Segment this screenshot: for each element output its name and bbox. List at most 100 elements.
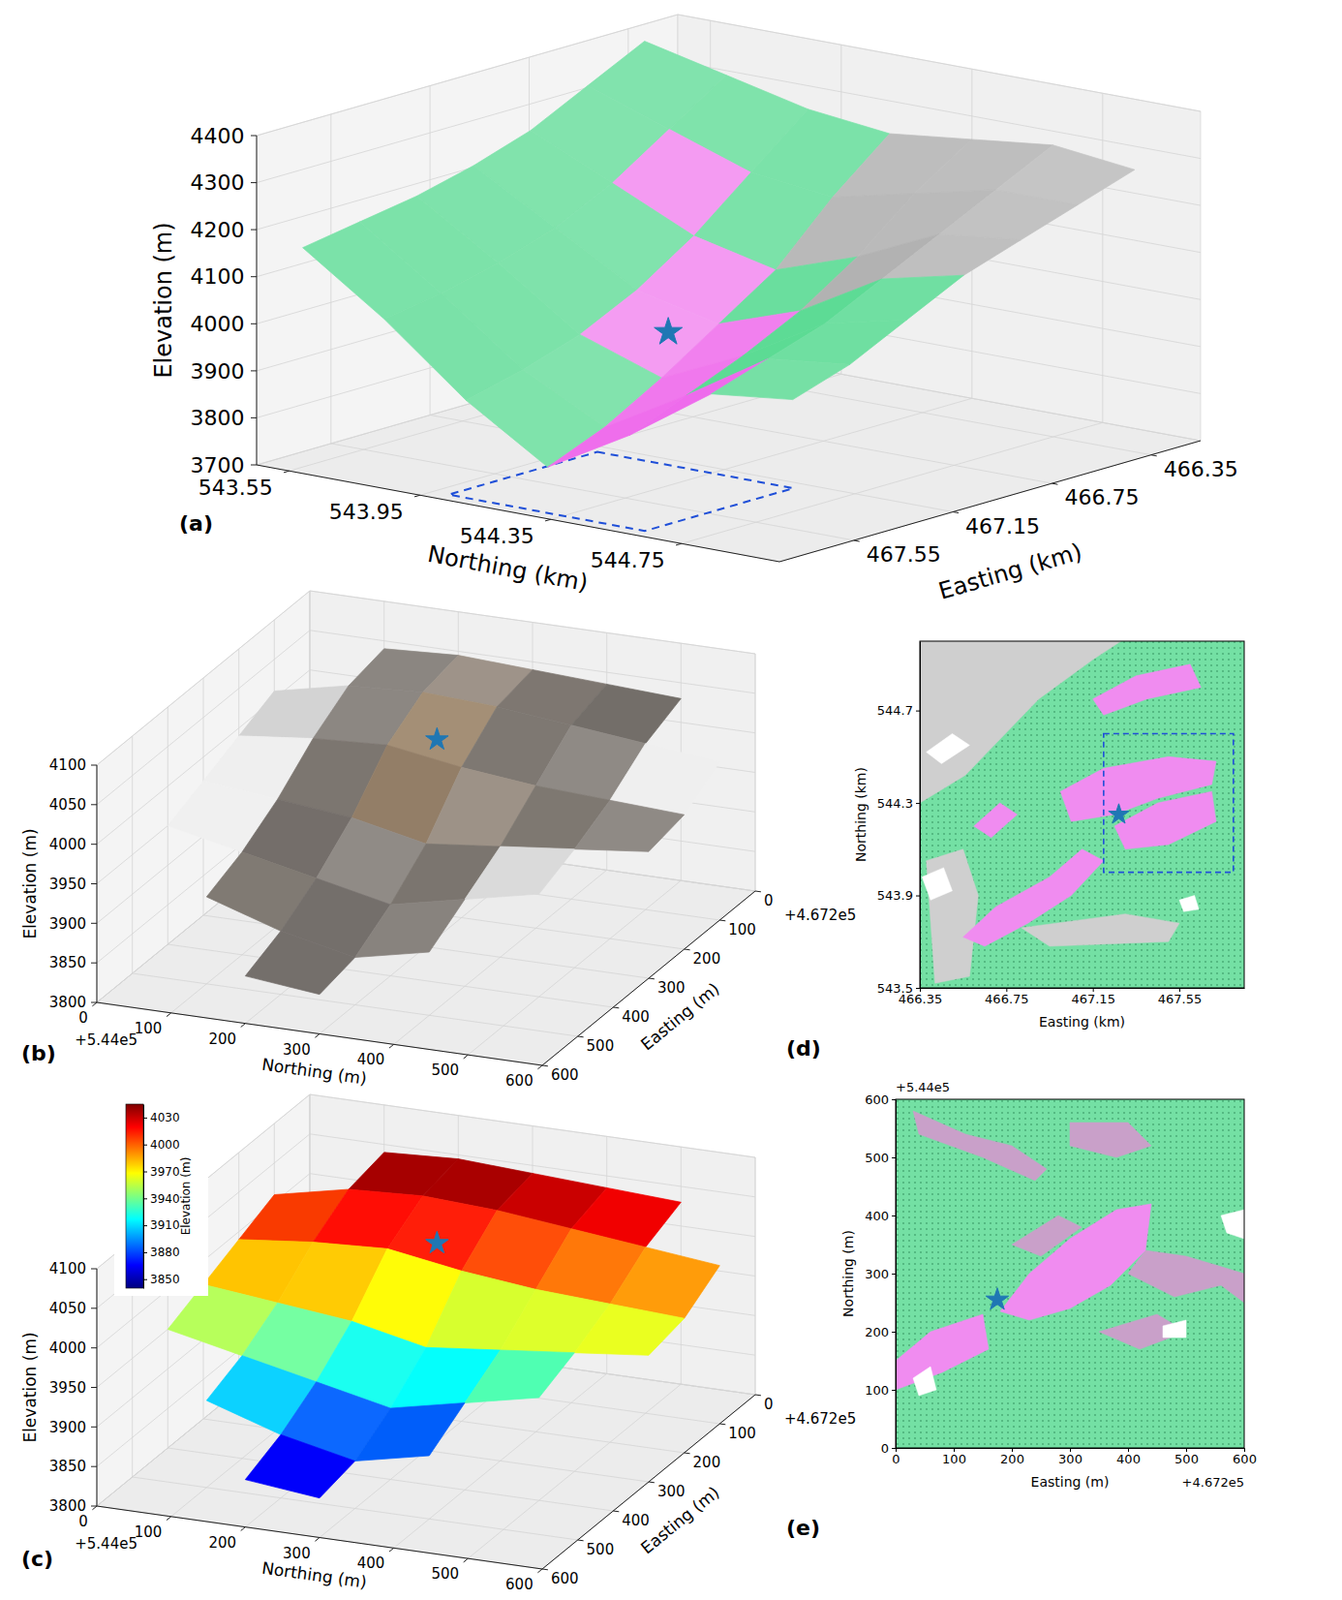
tick: 200 — [1000, 1447, 1025, 1466]
axis-line — [542, 1394, 756, 1569]
tick-label: 0 — [881, 1440, 889, 1456]
region — [963, 849, 1104, 946]
tick-mark — [91, 1426, 97, 1428]
grid — [96, 590, 756, 1066]
tick-label: 466.75 — [984, 991, 1030, 1007]
tick: 200 — [864, 1324, 896, 1340]
tick-mark — [952, 512, 959, 514]
tick-label: 4000 — [49, 835, 87, 854]
texture — [919, 640, 1245, 988]
tick-mark — [91, 1268, 97, 1270]
surface-cell — [574, 799, 684, 852]
tick-label: 0 — [763, 1395, 774, 1413]
tick-label: 4100 — [190, 264, 245, 289]
grid-line — [330, 114, 332, 444]
offset-label: +5.44e5 — [74, 1031, 138, 1049]
surface-cell — [355, 1403, 465, 1462]
tick-label: 500 — [430, 1061, 459, 1079]
tick: 4000 — [143, 1137, 181, 1152]
region — [1021, 914, 1180, 946]
tick-mark — [143, 1171, 148, 1173]
offset-label: +5.44e5 — [895, 1079, 950, 1095]
tick-mark — [91, 1307, 97, 1309]
region — [913, 1366, 937, 1396]
panel-label: (e) — [786, 1515, 821, 1540]
region — [974, 802, 1018, 838]
tick-label: 4400 — [190, 123, 245, 149]
tick: 600 — [1232, 1447, 1257, 1466]
tick-label: 467.15 — [1070, 991, 1116, 1007]
tick-mark — [612, 1006, 619, 1009]
frame — [895, 1098, 1245, 1448]
tick-label: 300 — [282, 1544, 311, 1562]
tick: 500 — [1174, 1447, 1199, 1466]
tick-mark — [389, 1547, 395, 1552]
axis: 0100200300400500600 — [864, 1092, 896, 1456]
tick: 3880 — [143, 1245, 181, 1259]
axis: 0100200300400500600 — [891, 1447, 1257, 1466]
tick-label: 300 — [657, 978, 686, 997]
grid-line — [132, 1476, 579, 1540]
panel-label: (b) — [21, 1040, 57, 1066]
tick-mark — [143, 1224, 148, 1226]
tick-label: 3950 — [49, 875, 87, 893]
tick-label: 200 — [693, 1453, 722, 1471]
axis-line — [542, 890, 756, 1066]
tick: 543.5 — [877, 980, 920, 996]
tick-label: 0 — [891, 1451, 900, 1466]
tick-label: 600 — [550, 1569, 580, 1587]
tick-label: 4000 — [150, 1137, 181, 1152]
figure: 543.55543.95544.35544.75466.35466.75467.… — [0, 0, 1342, 1600]
panel-label: (a) — [179, 511, 214, 536]
axis-title: Easting (m) — [1031, 1473, 1110, 1490]
tick-mark — [891, 1098, 896, 1100]
tick-label: 466.35 — [1163, 457, 1239, 482]
axis-title: Elevation (m) — [20, 1331, 40, 1442]
tick-mark — [314, 1537, 320, 1542]
tick: 3970 — [143, 1164, 181, 1179]
tick-mark — [891, 1389, 896, 1391]
tick-mark — [143, 1251, 148, 1253]
region — [1128, 1250, 1245, 1303]
tick-label: 400 — [357, 1554, 386, 1572]
tick-mark — [537, 1568, 543, 1573]
axis-title: Northing (m) — [260, 1054, 368, 1089]
tick-label: 300 — [1058, 1451, 1083, 1466]
tick-mark — [91, 1505, 97, 1507]
tick-mark — [283, 470, 290, 473]
tick-mark — [755, 1394, 762, 1397]
tick-mark — [250, 464, 257, 466]
grid-line — [132, 973, 579, 1037]
tick-mark — [91, 922, 97, 924]
tick-label: 0 — [78, 1512, 89, 1530]
tick-label: 4100 — [49, 1259, 87, 1278]
axis-title: Northing (km) — [425, 540, 590, 597]
tick: 3850 — [143, 1272, 181, 1286]
offset-label: +4.672e5 — [784, 906, 856, 924]
tick-label: 300 — [864, 1266, 889, 1281]
tick-label: 543.9 — [877, 887, 914, 903]
tick-mark — [891, 1157, 896, 1159]
tick-label: 400 — [621, 1511, 650, 1529]
tick-mark — [91, 1002, 97, 1004]
tick-mark — [915, 710, 920, 712]
tick-mark — [891, 1331, 896, 1333]
axis-title: Easting (km) — [935, 538, 1085, 606]
region — [921, 867, 952, 900]
tick-mark — [91, 1465, 97, 1467]
region — [1093, 664, 1202, 716]
tick-mark — [250, 135, 257, 137]
tick-label: 4000 — [49, 1339, 87, 1357]
tick-label: 100 — [134, 1523, 163, 1541]
surface-cell — [629, 358, 768, 435]
tick-label: 4050 — [49, 1299, 87, 1317]
tick-mark — [250, 323, 257, 325]
tick-mark — [91, 803, 97, 805]
tick: 466.75 — [984, 987, 1030, 1007]
grid-line — [309, 590, 756, 654]
star-marker — [1108, 803, 1129, 824]
tick-label: 3700 — [190, 453, 245, 478]
tick-label: 600 — [864, 1092, 889, 1107]
panel: 543.55543.95544.35544.75466.35466.75467.… — [150, 14, 1238, 606]
tick-label: 3900 — [49, 1418, 87, 1436]
